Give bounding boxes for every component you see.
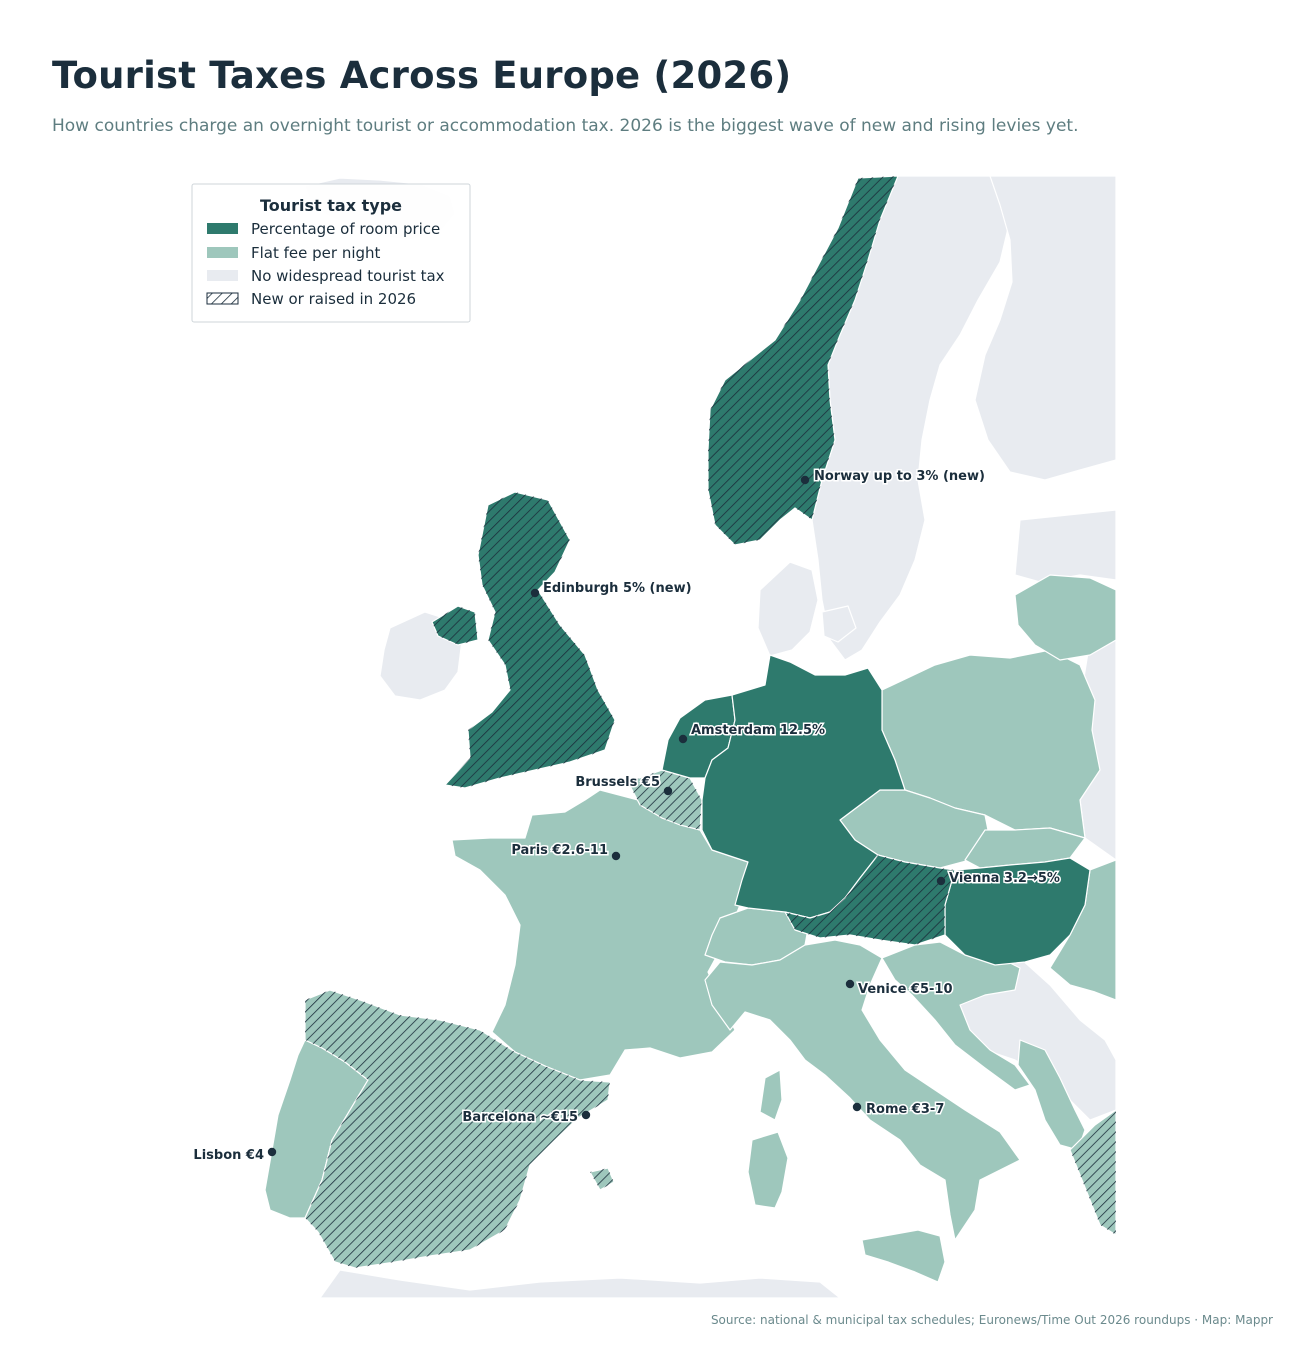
city-dot-norway <box>800 475 810 485</box>
city-label-rome: Rome €3-7 <box>866 1102 944 1117</box>
legend-swatch-percentage <box>207 223 238 234</box>
city-label-amsterdam: Amsterdam 12.5% <box>691 723 825 738</box>
legend-swatch-hatch <box>206 292 239 305</box>
map-subtitle: How countries charge an overnight touris… <box>52 116 1079 136</box>
country-sicily <box>861 1229 946 1283</box>
legend-swatch-flat <box>207 247 238 258</box>
country-norway <box>707 176 899 546</box>
country-lithuania <box>1014 574 1116 661</box>
city-dot-rome <box>852 1102 862 1112</box>
country-northern-ireland <box>431 605 479 646</box>
country-italy <box>704 939 1021 1241</box>
legend-box <box>191 183 471 323</box>
legend-label-hatch: New or raised in 2026 <box>251 290 416 308</box>
city-label-barcelona: Barcelona ~€15 <box>462 1110 578 1125</box>
legend-title: Tourist tax type <box>260 196 402 215</box>
country-austria <box>784 854 956 946</box>
city-label-venice: Venice €5-10 <box>858 982 953 997</box>
country-north-africa <box>319 1269 841 1298</box>
source-note: Source: national & municipal tax schedul… <box>710 1313 1273 1327</box>
city-dot-vienna <box>936 876 946 886</box>
country-corsica <box>759 1069 783 1121</box>
city-dot-venice <box>845 979 855 989</box>
country-sardinia <box>747 1131 789 1209</box>
city-label-lisbon: Lisbon €4 <box>193 1148 264 1163</box>
country-finland <box>974 176 1116 481</box>
legend-label-percentage: Percentage of room price <box>251 220 440 238</box>
city-dot-brussels <box>663 786 673 796</box>
country-belgium <box>627 769 703 831</box>
city-label-edinburgh: Edinburgh 5% (new) <box>543 581 692 596</box>
map-title: Tourist Taxes Across Europe (2026) <box>52 54 792 97</box>
country-united-kingdom <box>444 491 616 789</box>
city-label-paris: Paris €2.6-11 <box>511 843 608 858</box>
city-dot-amsterdam <box>678 734 688 744</box>
country-hungary <box>944 857 1091 966</box>
city-dot-lisbon <box>267 1147 277 1157</box>
legend-label-flat: Flat fee per night <box>251 244 381 262</box>
legend: Tourist tax type Percentage of room pric… <box>191 183 471 323</box>
country-greece <box>1069 1109 1116 1236</box>
legend-label-none: No widespread tourist tax <box>251 267 445 285</box>
city-dot-paris <box>611 851 621 861</box>
country-denmark <box>757 561 819 657</box>
country-spain <box>304 989 611 1269</box>
city-dot-barcelona <box>581 1110 591 1120</box>
city-label-brussels: Brussels €5 <box>575 775 660 790</box>
city-dot-edinburgh <box>530 588 540 598</box>
city-markers: Norway up to 3% (new) Edinburgh 5% (new)… <box>192 468 1062 1165</box>
country-baltic-north <box>1014 509 1116 583</box>
country-denmark-islands <box>821 605 857 643</box>
legend-swatch-none <box>207 270 238 281</box>
city-label-norway: Norway up to 3% (new) <box>814 469 985 484</box>
city-label-vienna: Vienna 3.2→5% <box>949 871 1060 886</box>
country-balearics <box>589 1167 615 1191</box>
